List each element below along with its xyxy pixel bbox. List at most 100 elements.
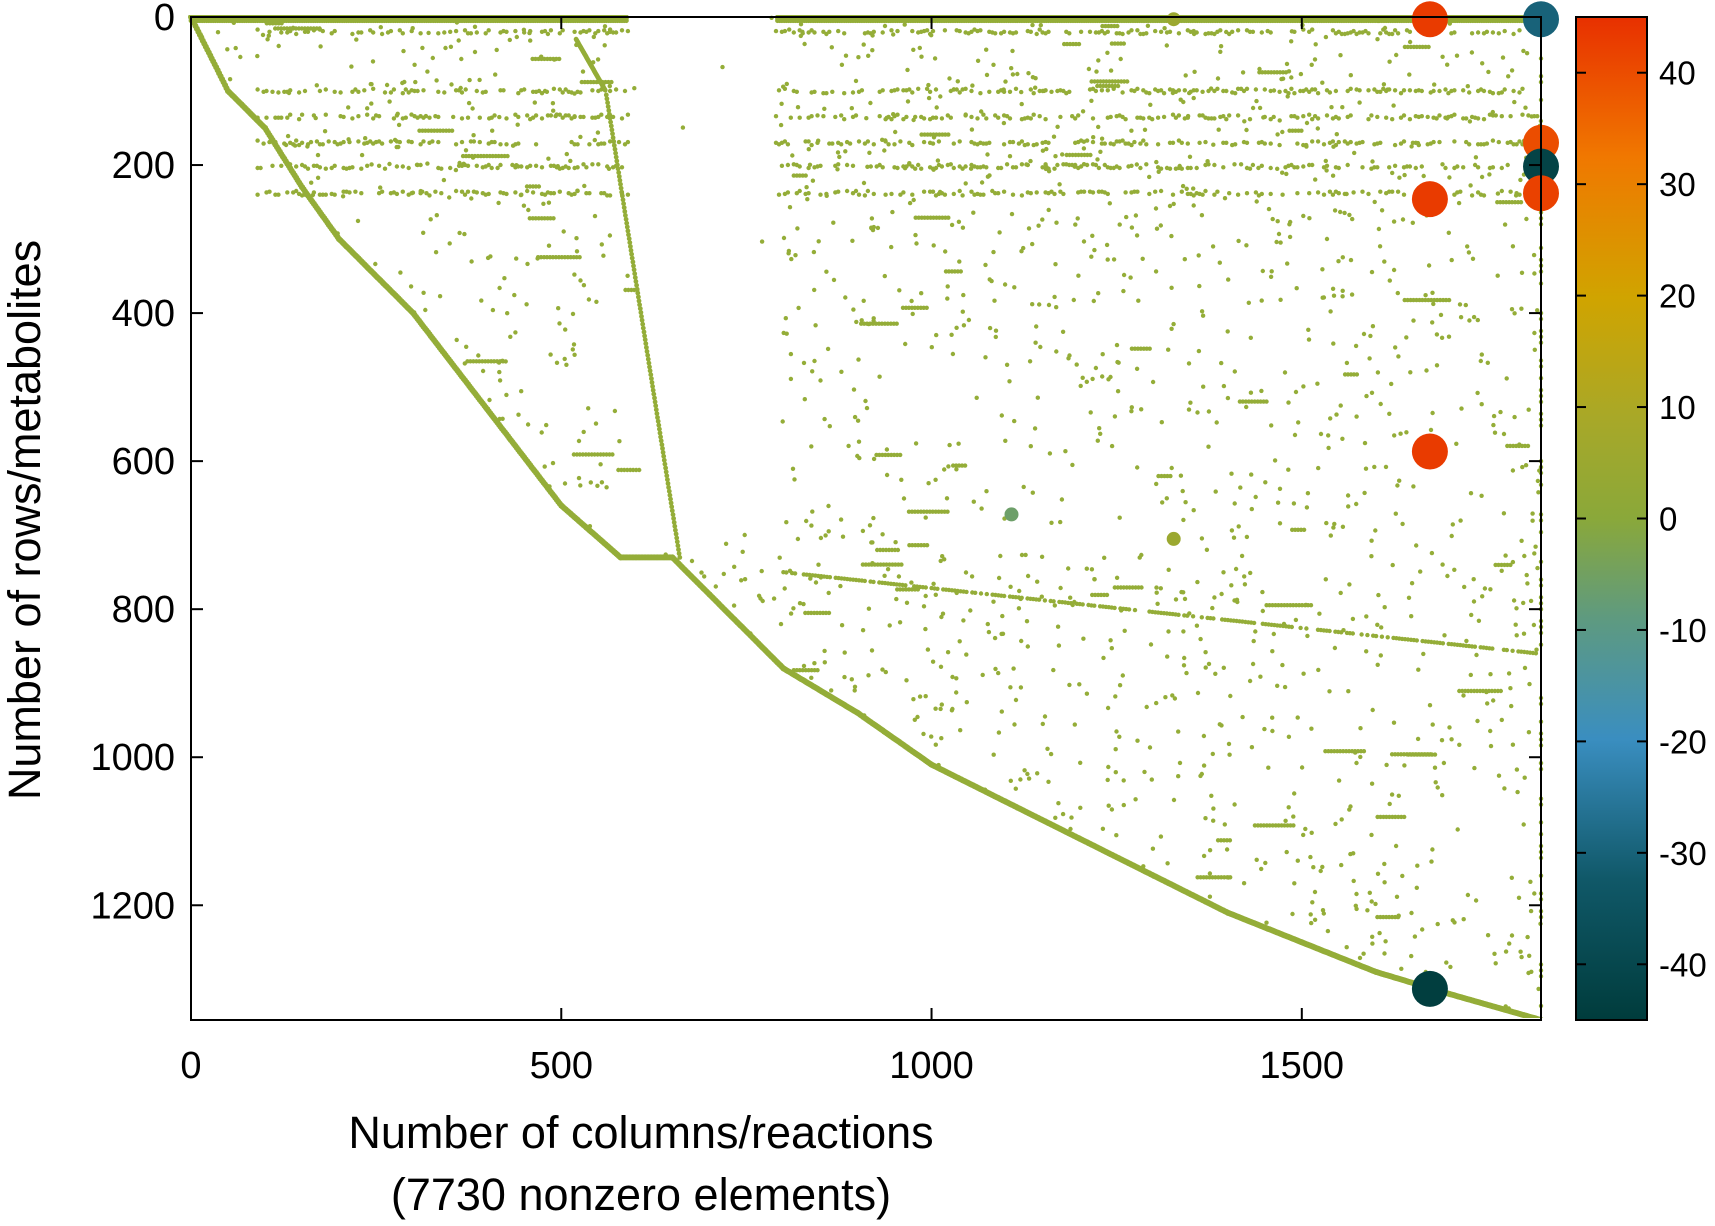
nonzero-point [1340, 294, 1345, 299]
nonzero-point [1201, 733, 1207, 739]
nonzero-point [1028, 29, 1034, 34]
nonzero-point [975, 116, 980, 121]
nonzero-point [510, 162, 515, 168]
nonzero-point [671, 520, 677, 525]
nonzero-point [1081, 189, 1087, 194]
nonzero-point [1385, 87, 1390, 92]
nonzero-point [1327, 628, 1332, 634]
nonzero-point [486, 162, 491, 168]
nonzero-point [616, 139, 622, 145]
nonzero-point [459, 56, 464, 62]
nonzero-point [640, 325, 646, 331]
nonzero-point [1286, 467, 1291, 472]
nonzero-point [608, 123, 614, 129]
nonzero-point [1037, 27, 1042, 32]
nonzero-point [657, 426, 662, 432]
nonzero-point [1090, 376, 1095, 382]
nonzero-point [557, 87, 562, 92]
nonzero-point [623, 213, 628, 218]
nonzero-point [439, 191, 444, 196]
nonzero-point [1351, 28, 1356, 34]
nonzero-point [931, 243, 936, 248]
nonzero-point [865, 139, 871, 144]
nonzero-point [776, 88, 782, 93]
nonzero-point [614, 158, 620, 164]
nonzero-point [570, 311, 576, 317]
nonzero-point [604, 96, 610, 102]
nonzero-point [1310, 162, 1315, 168]
nonzero-point [815, 113, 820, 118]
nonzero-point [1263, 480, 1268, 485]
nonzero-point [1291, 814, 1296, 819]
nonzero-point [1401, 88, 1407, 93]
nonzero-point [877, 162, 882, 168]
nonzero-point [1465, 244, 1470, 249]
nonzero-point [1068, 826, 1073, 832]
nonzero-point [1169, 326, 1174, 331]
nonzero-point [1019, 139, 1025, 144]
nonzero-point [335, 231, 340, 236]
nonzero-point [1261, 115, 1266, 120]
nonzero-point [562, 356, 567, 362]
nonzero-point [963, 570, 969, 575]
nonzero-point [1396, 354, 1401, 359]
nonzero-point [581, 283, 587, 288]
nonzero-point [1347, 582, 1352, 587]
nonzero-point [812, 287, 817, 293]
nonzero-point [1452, 139, 1457, 144]
nonzero-point [895, 165, 900, 171]
nonzero-point [789, 256, 794, 262]
nonzero-point [1060, 152, 1065, 157]
nonzero-point [877, 114, 882, 119]
nonzero-point [822, 106, 827, 112]
nonzero-point [975, 58, 981, 63]
nonzero-point [792, 477, 797, 482]
nonzero-point [1025, 771, 1030, 777]
nonzero-point [675, 543, 681, 549]
nonzero-point [886, 142, 891, 147]
nonzero-point [525, 422, 531, 427]
nonzero-point [904, 678, 909, 683]
nonzero-point [966, 317, 972, 323]
nonzero-point [1017, 588, 1022, 594]
nonzero-point [627, 240, 633, 246]
nonzero-point [1472, 765, 1477, 771]
nonzero-point [1195, 690, 1201, 696]
nonzero-point [504, 116, 509, 121]
nonzero-point [853, 113, 859, 118]
nonzero-point [1461, 165, 1466, 170]
nonzero-point [1295, 165, 1300, 170]
nonzero-point [530, 190, 536, 195]
nonzero-point [939, 164, 945, 169]
nonzero-point [332, 163, 337, 168]
nonzero-point [572, 272, 577, 277]
nonzero-point [889, 244, 894, 250]
nonzero-point [1315, 116, 1321, 121]
nonzero-point [1019, 162, 1025, 167]
nonzero-point [1055, 162, 1060, 168]
nonzero-point [1467, 142, 1472, 147]
nonzero-point [480, 368, 486, 374]
nonzero-point [924, 28, 930, 33]
nonzero-point [1158, 29, 1164, 34]
nonzero-point [533, 142, 539, 147]
nonzero-point [1375, 622, 1380, 627]
nonzero-point [1099, 136, 1105, 141]
nonzero-point [1484, 141, 1490, 146]
nonzero-point [387, 161, 392, 167]
nonzero-point [394, 144, 399, 150]
nonzero-point [566, 165, 571, 171]
nonzero-point [1042, 714, 1048, 719]
nonzero-point [1176, 113, 1182, 118]
nonzero-point [1315, 126, 1321, 131]
nonzero-point [1212, 162, 1217, 168]
nonzero-point [1025, 644, 1031, 649]
nonzero-point [628, 248, 634, 253]
nonzero-point [227, 77, 233, 82]
nonzero-point [1010, 48, 1015, 54]
nonzero-point [617, 439, 622, 444]
nonzero-point [514, 256, 519, 261]
nonzero-point [1504, 376, 1509, 381]
nonzero-point [612, 408, 618, 414]
nonzero-point [483, 89, 488, 95]
